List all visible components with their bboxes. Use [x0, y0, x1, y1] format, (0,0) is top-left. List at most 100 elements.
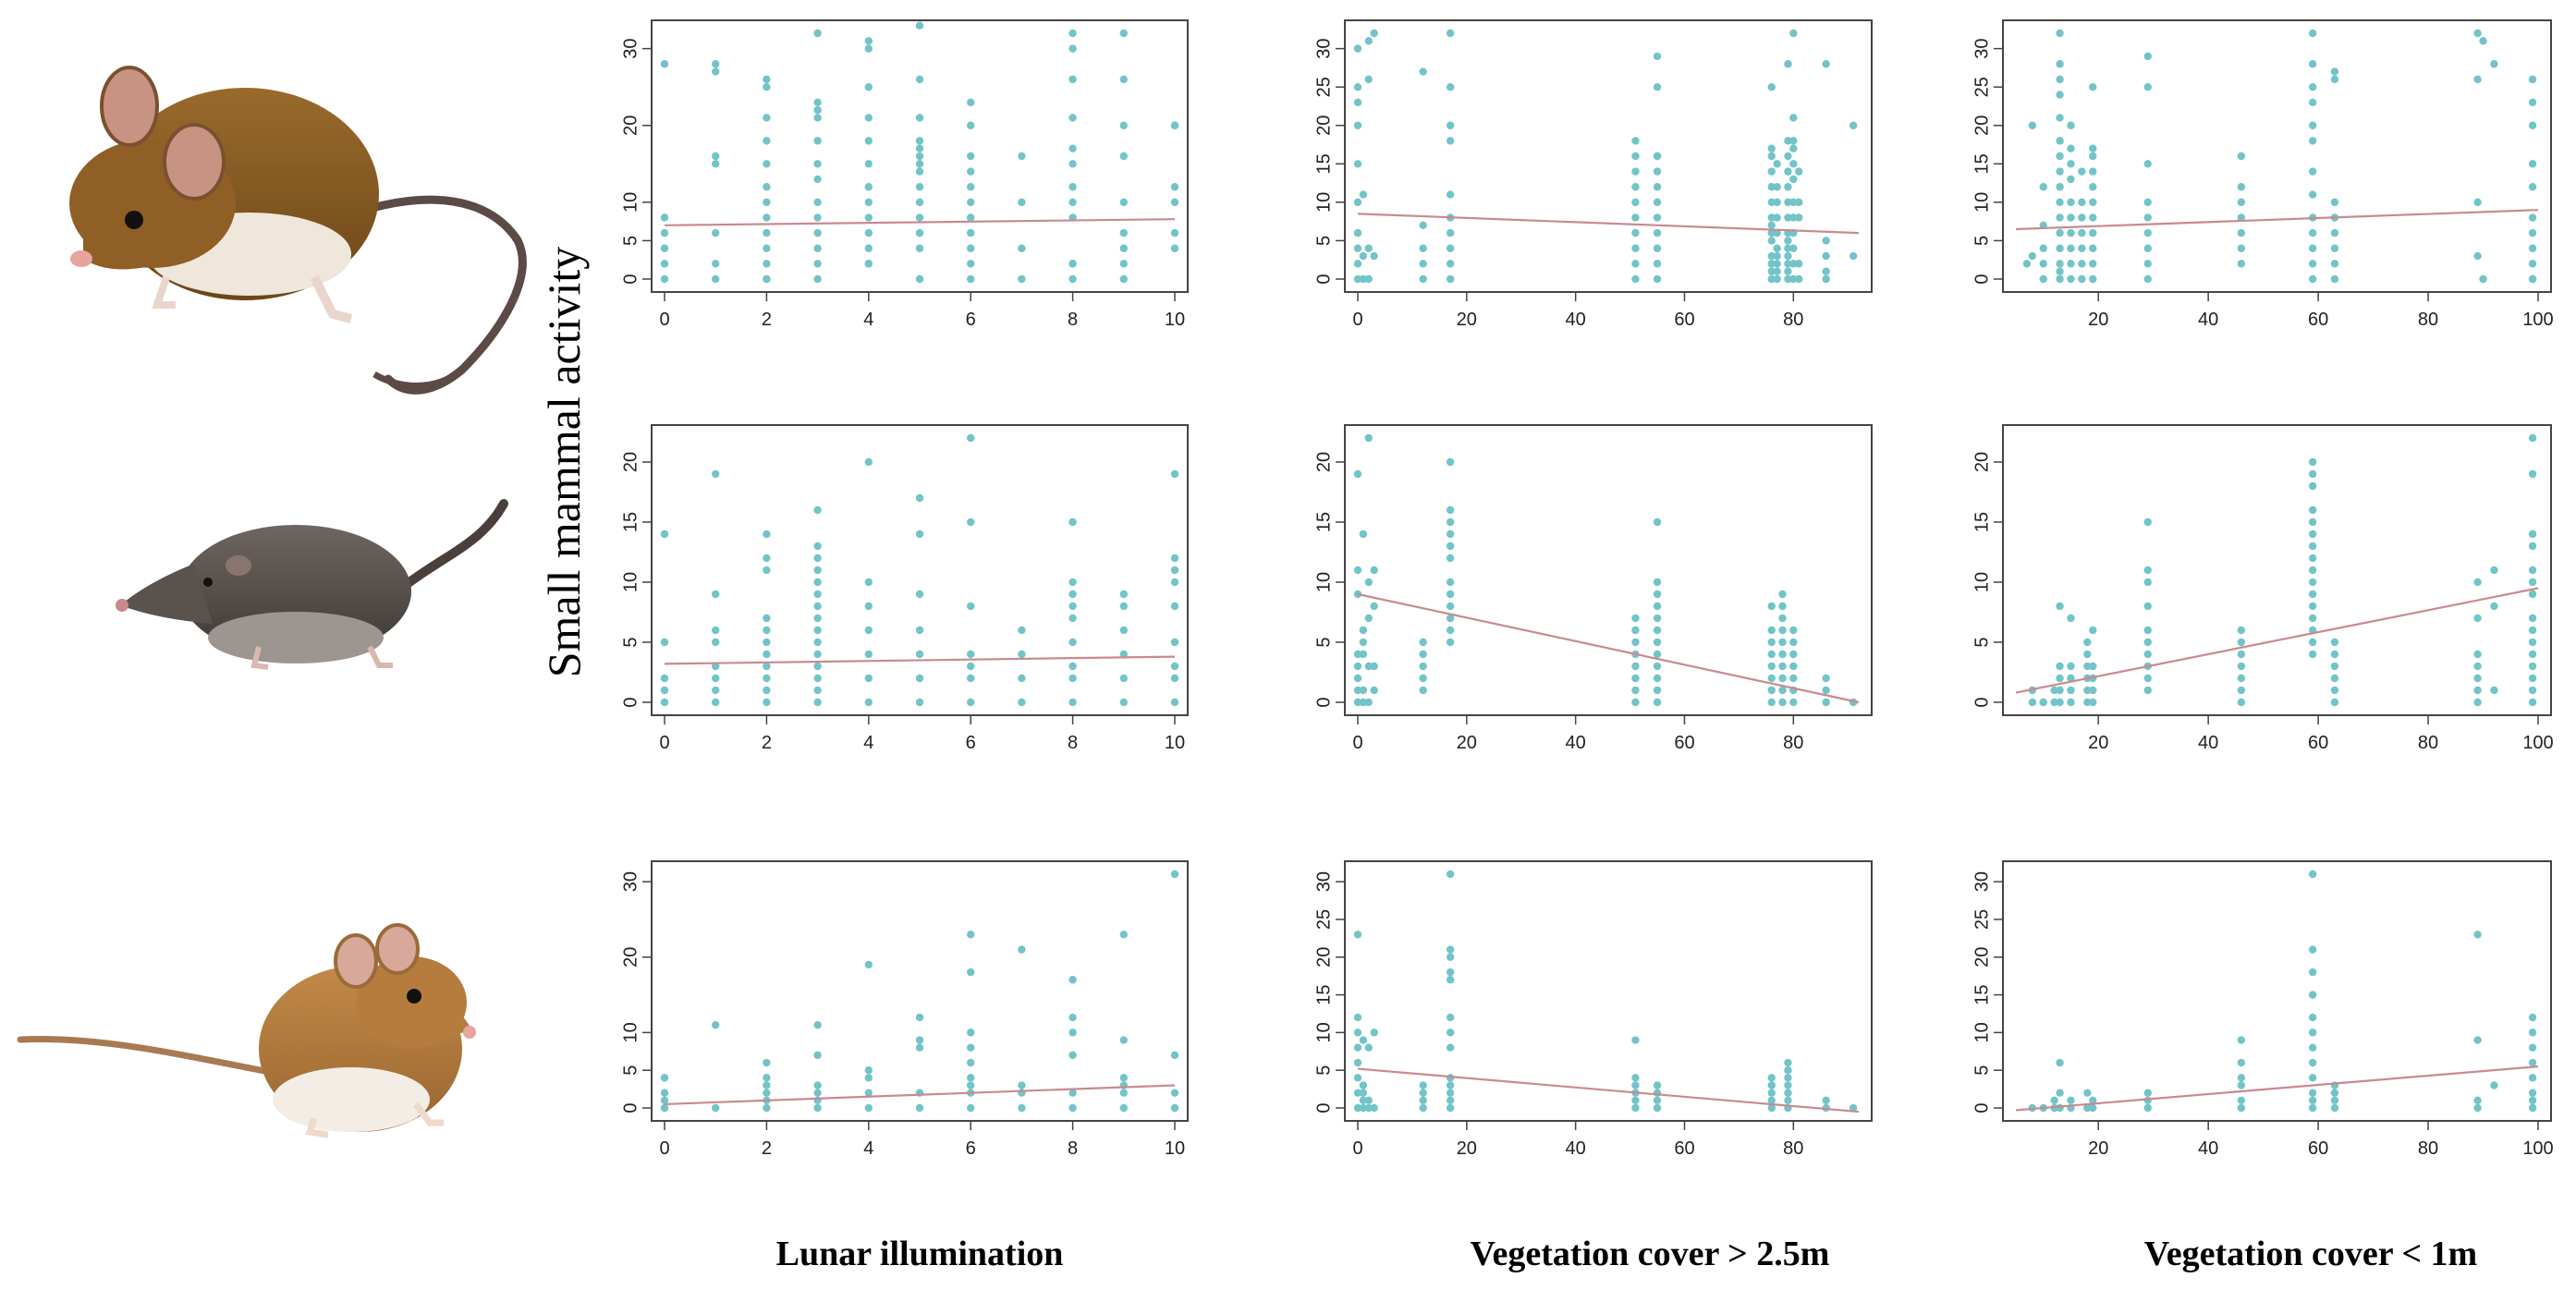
- data-point: [1789, 114, 1798, 122]
- data-point: [1370, 566, 1378, 575]
- data-point: [1631, 1096, 1640, 1105]
- data-point: [1419, 221, 1427, 230]
- data-point: [967, 662, 975, 671]
- data-point: [1018, 1103, 1026, 1113]
- data-point: [1784, 60, 1792, 68]
- data-point: [2490, 686, 2498, 695]
- data-point: [1018, 198, 1026, 207]
- scatter-panel-r2-c2: 0 20 40 60 80 0 5 10 15 20: [1313, 424, 1873, 753]
- data-point: [1446, 121, 1455, 129]
- data-point: [1767, 213, 1776, 222]
- y-tick-label: 10: [1972, 1022, 1992, 1042]
- data-point: [864, 183, 873, 191]
- data-point: [2056, 244, 2064, 252]
- data-point: [1068, 638, 1077, 647]
- data-point: [660, 244, 669, 252]
- data-point: [2528, 183, 2537, 191]
- data-point: [2143, 52, 2152, 61]
- data-point: [2330, 650, 2339, 659]
- y-tick-label: 10: [1972, 192, 1992, 213]
- x-tick-label: 60: [2308, 1138, 2328, 1159]
- data-point: [2308, 650, 2317, 659]
- data-point: [2078, 167, 2086, 176]
- data-point: [1446, 554, 1455, 563]
- data-point: [2078, 198, 2086, 207]
- data-point: [2330, 198, 2339, 207]
- data-point: [1446, 529, 1455, 539]
- data-point: [2237, 698, 2246, 707]
- data-point: [1419, 1089, 1427, 1097]
- data-point: [1767, 1089, 1776, 1097]
- data-point: [2308, 244, 2317, 252]
- y-tick-label: 0: [1313, 697, 1334, 707]
- data-point: [2143, 517, 2152, 527]
- y-tick-label: 25: [1972, 77, 1992, 97]
- data-point: [2067, 213, 2075, 222]
- data-point: [1018, 650, 1026, 659]
- data-point: [1419, 1096, 1427, 1105]
- data-point: [2143, 578, 2152, 587]
- data-point: [1119, 931, 1129, 939]
- data-point: [1789, 662, 1798, 671]
- data-point: [1767, 152, 1776, 161]
- data-point: [1119, 650, 1129, 659]
- data-point: [1353, 650, 1362, 659]
- data-point: [1446, 457, 1455, 467]
- data-point: [1784, 183, 1792, 191]
- data-point: [813, 1051, 822, 1060]
- data-point: [1119, 29, 1129, 38]
- data-point: [1778, 650, 1787, 659]
- trend-line: [1357, 213, 1860, 235]
- data-point: [1789, 244, 1798, 252]
- data-point: [1170, 228, 1179, 237]
- data-point: [1353, 1028, 1362, 1037]
- data-point: [1068, 578, 1077, 587]
- data-point: [2143, 566, 2152, 575]
- y-tick-label: 20: [620, 452, 641, 472]
- data-point: [1773, 274, 1781, 284]
- data-point: [1767, 650, 1776, 659]
- data-point: [813, 98, 822, 107]
- data-point: [2039, 260, 2047, 268]
- data-point: [1446, 190, 1455, 199]
- data-point: [1170, 1103, 1179, 1113]
- data-point: [1353, 686, 1362, 695]
- data-point: [2528, 698, 2537, 707]
- data-point: [2143, 228, 2152, 237]
- x-tick-label: 10: [1165, 1138, 1185, 1159]
- data-point: [2056, 75, 2064, 84]
- data-point: [1353, 698, 1362, 707]
- data-point: [915, 21, 924, 30]
- y-tick-label: 10: [1313, 1022, 1334, 1042]
- data-point: [1822, 60, 1830, 68]
- data-point: [2308, 1089, 2317, 1097]
- data-point: [1068, 44, 1077, 53]
- data-point: [2089, 626, 2097, 635]
- data-point: [1653, 614, 1662, 623]
- data-point: [1170, 602, 1179, 611]
- data-point: [1353, 260, 1362, 268]
- data-point: [763, 662, 771, 671]
- data-point: [1446, 626, 1455, 635]
- data-point: [1784, 198, 1792, 207]
- data-point: [1653, 213, 1662, 222]
- data-point: [864, 1089, 873, 1097]
- data-point: [1653, 82, 1662, 91]
- data-point: [2308, 554, 2317, 563]
- data-point: [1353, 1043, 1362, 1052]
- x-tick-label: 0: [1352, 1138, 1362, 1159]
- y-tick-label: 10: [620, 1022, 641, 1042]
- data-point: [813, 566, 822, 575]
- y-tick-label: 30: [1313, 871, 1334, 892]
- data-point: [1446, 82, 1455, 91]
- data-point: [1119, 590, 1129, 599]
- x-tick-label: 60: [1674, 1138, 1694, 1159]
- data-point: [1767, 1103, 1776, 1113]
- data-point: [1364, 662, 1373, 671]
- data-point: [2056, 228, 2064, 237]
- data-point: [864, 114, 873, 122]
- data-point: [712, 60, 720, 68]
- data-point: [712, 469, 720, 479]
- data-point: [813, 542, 822, 551]
- data-point: [2039, 183, 2047, 191]
